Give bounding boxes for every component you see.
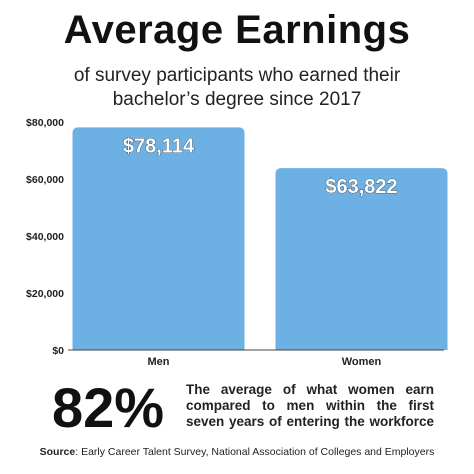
chart-title: Average Earnings: [63, 8, 411, 52]
bar-value-label: $63,822: [325, 176, 397, 198]
y-tick-label: $40,000: [26, 231, 64, 243]
bar: [275, 168, 448, 350]
source-note: Source: Early Career Talent Survey, Nati…: [0, 446, 474, 458]
y-tick-label: $60,000: [26, 174, 64, 186]
stat-value: 82%: [52, 376, 165, 439]
stat-description: The average of what women earn compared …: [186, 382, 434, 429]
bar-chart: $0 $20,000 $40,000 $60,000 $80,000 $78,114 Men…: [26, 117, 448, 368]
chart-subtitle-line-2: bachelor’s degree since 2017: [112, 89, 362, 110]
source-label: Source: [39, 446, 76, 458]
x-category-label: Men: [148, 356, 170, 368]
x-category-label: Women: [342, 356, 382, 368]
source-text: : Early Career Talent Survey, National A…: [75, 446, 435, 458]
bar: [72, 127, 245, 351]
y-tick-label: $20,000: [26, 288, 64, 300]
bar-value-label: $78,114: [123, 135, 195, 157]
y-tick-label: $80,000: [26, 117, 64, 129]
y-tick-label: $0: [52, 345, 64, 357]
chart-subtitle-line-1: of survey participants who earned their: [73, 65, 401, 86]
